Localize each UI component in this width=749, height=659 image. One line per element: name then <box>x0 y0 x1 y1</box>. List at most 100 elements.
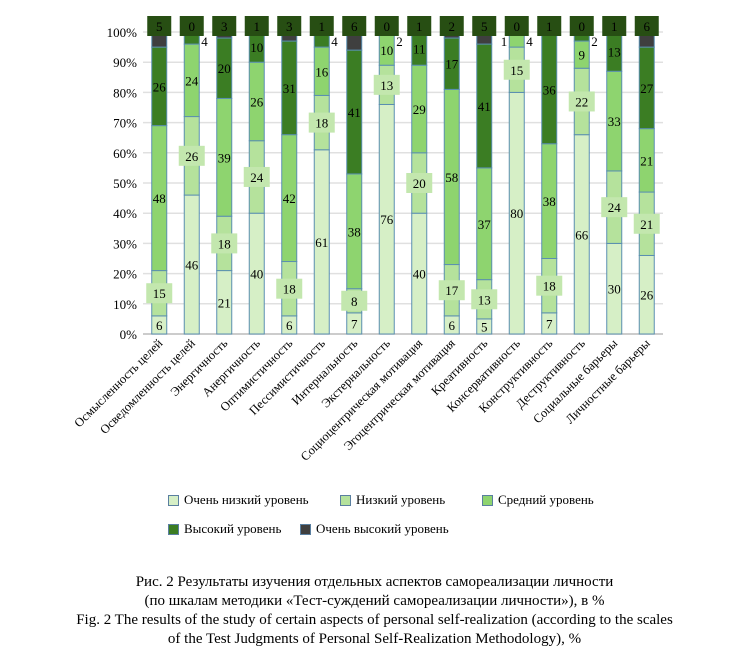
value-label: 5 <box>156 19 163 34</box>
value-label-box <box>504 16 529 36</box>
value-label: 41 <box>348 105 361 120</box>
value-label-box <box>602 16 627 36</box>
value-label-box <box>178 145 205 166</box>
y-tick-label: 60% <box>113 146 137 161</box>
value-label: 24 <box>185 73 199 88</box>
value-label: 1 <box>501 34 508 49</box>
value-label: 6 <box>351 19 358 34</box>
value-label: 2 <box>449 19 456 34</box>
value-label-box <box>503 59 530 80</box>
value-label-box <box>342 16 367 36</box>
value-label: 26 <box>153 79 167 94</box>
y-tick-label: 70% <box>113 116 137 131</box>
value-label: 9 <box>579 48 586 63</box>
value-label: 10 <box>380 43 393 58</box>
legend-item-medium: Средний уровень <box>482 492 594 508</box>
value-label-box <box>406 173 433 193</box>
value-label: 24 <box>250 170 264 185</box>
value-label: 41 <box>478 99 491 114</box>
value-label: 48 <box>153 191 166 206</box>
value-label: 21 <box>218 295 231 310</box>
value-label: 17 <box>445 283 459 298</box>
value-label: 1 <box>611 19 618 34</box>
value-label: 21 <box>640 217 653 232</box>
value-label: 18 <box>218 236 231 251</box>
y-tick-label: 0% <box>120 327 138 342</box>
value-label: 4 <box>201 34 208 49</box>
value-label: 40 <box>250 267 263 282</box>
value-label: 6 <box>286 318 293 333</box>
value-label-box <box>472 16 497 36</box>
value-label: 1 <box>319 19 326 34</box>
value-label: 18 <box>315 116 328 131</box>
value-label-box <box>438 280 465 301</box>
value-label: 4 <box>331 34 338 49</box>
value-label: 37 <box>478 217 492 232</box>
legend-label: Высокий уровень <box>184 521 282 536</box>
value-label: 2 <box>396 34 403 49</box>
value-label-box <box>634 16 659 36</box>
value-label: 6 <box>156 318 163 333</box>
y-tick-label: 10% <box>113 297 137 312</box>
value-label-box <box>212 16 237 36</box>
value-label: 13 <box>608 45 621 60</box>
value-label-box <box>277 16 302 36</box>
value-label-box <box>601 197 628 218</box>
y-tick-label: 20% <box>113 267 137 282</box>
value-label: 39 <box>218 150 231 165</box>
value-label: 2 <box>591 34 598 49</box>
value-label: 20 <box>413 176 426 191</box>
legend-label: Средний уровень <box>498 492 594 507</box>
value-label: 10 <box>250 40 263 55</box>
value-label: 20 <box>218 61 231 76</box>
value-label: 26 <box>185 149 199 164</box>
value-label: 16 <box>315 64 329 79</box>
value-label-box <box>308 112 335 133</box>
value-label: 13 <box>380 78 393 93</box>
value-label: 30 <box>608 282 621 297</box>
value-label-box <box>341 290 368 311</box>
value-label: 6 <box>644 19 651 34</box>
value-label-box <box>244 16 269 36</box>
value-label: 33 <box>608 114 621 129</box>
value-label: 26 <box>250 94 264 109</box>
value-label-box <box>471 289 498 310</box>
value-label: 5 <box>481 319 488 334</box>
value-label: 76 <box>380 212 394 227</box>
value-label: 3 <box>221 19 228 34</box>
value-label: 21 <box>640 153 653 168</box>
value-label-box <box>147 16 172 36</box>
value-label: 46 <box>185 258 199 273</box>
value-label-box <box>439 16 464 36</box>
caption-ru-line1: Рис. 2 Результаты изучения отдельных асп… <box>135 574 614 590</box>
value-label: 7 <box>546 316 553 331</box>
value-label: 0 <box>514 19 521 34</box>
value-label: 36 <box>543 82 557 97</box>
caption-en-line2: of the Test Judgments of Personal Self-R… <box>167 631 582 647</box>
value-label: 24 <box>608 200 622 215</box>
value-label: 80 <box>510 206 523 221</box>
legend-swatch <box>168 523 179 535</box>
value-label-box <box>374 16 399 36</box>
value-label: 40 <box>413 267 426 282</box>
value-label-box <box>633 213 660 234</box>
value-label-box <box>373 74 400 95</box>
value-label: 0 <box>384 19 391 34</box>
legend-label: Очень высокий уровень <box>316 521 449 536</box>
value-label: 3 <box>286 19 293 34</box>
value-label: 29 <box>413 102 426 117</box>
value-label-box <box>537 16 562 36</box>
value-label: 58 <box>445 170 458 185</box>
y-tick-label: 40% <box>113 206 137 221</box>
legend-swatch <box>340 494 351 506</box>
legend-swatch <box>300 523 311 535</box>
value-label: 61 <box>315 235 328 250</box>
value-label-box <box>536 275 563 296</box>
legend-swatch <box>482 494 493 506</box>
value-label: 22 <box>575 94 588 109</box>
caption-en-line1: Fig. 2 The results of the study of certa… <box>76 612 673 628</box>
value-label: 0 <box>579 19 586 34</box>
value-label: 15 <box>153 286 166 301</box>
value-label: 4 <box>526 34 533 49</box>
